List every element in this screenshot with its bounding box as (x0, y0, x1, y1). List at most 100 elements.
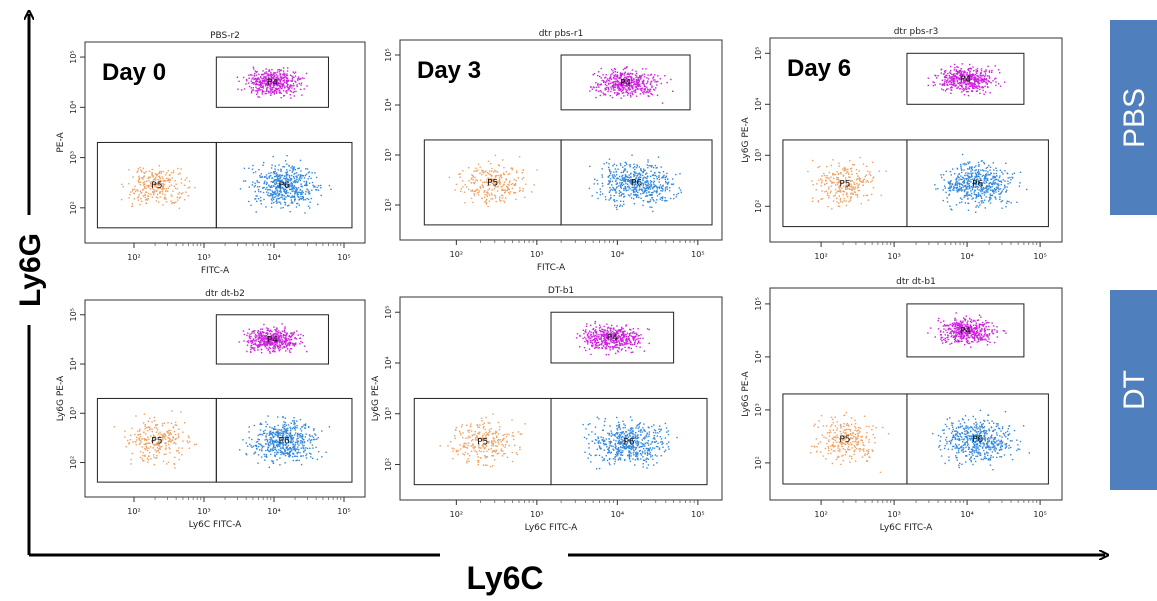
event-dot-p4 (947, 78, 949, 80)
event-dot-p6 (286, 171, 289, 173)
event-dot-p5 (181, 447, 183, 449)
condition-dt: DT (1110, 290, 1157, 490)
event-dot-p4 (250, 347, 252, 349)
event-dot-p4 (649, 83, 652, 86)
event-dot-p6 (978, 181, 980, 183)
event-dot-p4 (635, 87, 638, 89)
event-dot-p5 (124, 436, 126, 438)
event-dot-p4 (274, 82, 276, 85)
event-dot-p6 (285, 196, 287, 198)
event-dot-p6 (284, 421, 287, 424)
event-dot-p4 (646, 77, 648, 79)
event-dot-p6 (295, 189, 297, 191)
event-dot-p4 (284, 340, 286, 342)
event-dot-p6 (630, 172, 632, 175)
event-dot-p6 (988, 200, 990, 202)
event-dot-p4 (276, 342, 278, 344)
event-dot-p6 (293, 420, 296, 422)
event-dot-p6 (660, 186, 663, 188)
event-dot-p4 (294, 80, 296, 82)
event-dot-p4 (287, 338, 290, 340)
event-dot-p6 (973, 193, 976, 195)
event-dot-p6 (999, 169, 1001, 171)
event-dot-p4 (629, 76, 631, 78)
event-dot-p5 (843, 170, 845, 172)
event-dot-p5 (515, 198, 517, 200)
event-dot-p4 (251, 330, 253, 333)
event-dot-p4 (253, 74, 255, 77)
event-dot-p6 (655, 184, 657, 187)
event-dot-p4 (258, 87, 260, 89)
event-dot-p4 (638, 84, 640, 86)
event-dot-p5 (172, 171, 175, 174)
event-dot-p4 (971, 76, 974, 78)
event-dot-p5 (164, 434, 166, 436)
event-dot-p4 (968, 80, 971, 82)
event-dot-p4 (286, 81, 288, 83)
event-dot-p6 (292, 166, 294, 169)
event-dot-p6 (275, 434, 278, 436)
event-dot-p5 (839, 200, 842, 203)
event-dot-p4 (615, 78, 618, 80)
event-dot-p6 (265, 188, 267, 190)
event-dot-p6 (275, 428, 277, 431)
event-dot-p6 (295, 180, 297, 182)
event-dot-p6 (266, 423, 269, 426)
event-dot-p4 (265, 76, 267, 79)
event-dot-p4 (268, 92, 270, 94)
event-dot-p6 (257, 462, 259, 464)
event-dot-p4 (285, 344, 287, 346)
event-dot-p6 (646, 194, 648, 197)
event-dot-p6 (970, 170, 972, 172)
event-dot-p4 (613, 67, 616, 70)
event-dot-p6 (624, 185, 626, 188)
event-dot-p6 (615, 206, 618, 209)
event-dot-p6 (622, 178, 624, 181)
event-dot-p6 (623, 193, 625, 195)
event-dot-p4 (635, 72, 638, 75)
event-dot-p6 (653, 174, 655, 177)
event-dot-p4 (293, 76, 295, 79)
event-dot-p4 (291, 77, 294, 80)
event-dot-p4 (273, 333, 275, 335)
event-dot-p4 (250, 344, 253, 347)
event-dot-p5 (499, 181, 501, 184)
event-dot-p5 (495, 175, 497, 177)
event-dot-p6 (647, 188, 650, 190)
event-dot-p4 (286, 333, 288, 336)
event-dot-p6 (985, 186, 987, 188)
event-dot-p4 (607, 90, 609, 93)
event-dot-p5 (491, 194, 493, 196)
event-dot-p5 (165, 435, 167, 437)
event-dot-p4 (623, 95, 625, 97)
event-dot-p4 (280, 336, 283, 339)
event-dot-p4 (660, 82, 662, 85)
event-dot-p6 (261, 448, 263, 450)
event-dot-p6 (636, 194, 638, 196)
event-dot-p6 (998, 176, 1001, 179)
event-dot-p5 (163, 432, 165, 435)
event-dot-p5 (142, 195, 144, 197)
event-dot-p6 (282, 206, 284, 209)
event-dot-p6 (968, 194, 970, 196)
event-dot-p4 (272, 336, 275, 339)
event-dot-p5 (472, 175, 474, 177)
event-dot-p4 (298, 77, 300, 80)
event-dot-p5 (161, 436, 163, 439)
event-dot-p4 (947, 84, 949, 86)
event-dot-p4 (274, 337, 276, 340)
event-dot-p4 (272, 338, 274, 341)
event-dot-p6 (679, 189, 682, 191)
event-dot-p6 (270, 439, 272, 442)
event-dot-p6 (259, 433, 261, 436)
event-dot-p6 (282, 194, 284, 196)
event-dot-p4 (600, 91, 603, 93)
event-dot-p6 (970, 176, 972, 178)
event-dot-p5 (180, 411, 182, 413)
event-dot-p6 (633, 185, 635, 187)
event-dot-p4 (264, 341, 267, 343)
event-dot-p5 (521, 178, 523, 180)
event-dot-p4 (266, 78, 269, 81)
event-dot-p6 (644, 188, 646, 190)
event-dot-p4 (966, 73, 968, 75)
